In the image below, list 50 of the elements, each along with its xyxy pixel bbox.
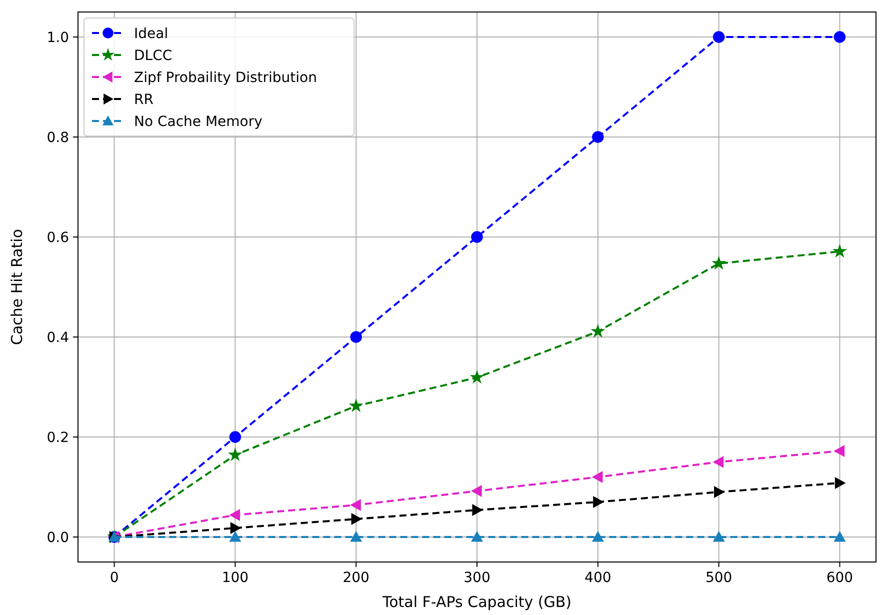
point bbox=[592, 471, 603, 483]
x-tick-label: 400 bbox=[584, 570, 612, 586]
point bbox=[350, 531, 362, 542]
point bbox=[712, 456, 724, 468]
x-tick-label: 300 bbox=[464, 570, 490, 586]
point bbox=[712, 531, 725, 542]
point bbox=[834, 531, 846, 542]
point bbox=[593, 496, 604, 508]
point bbox=[832, 244, 847, 258]
legend-label: Ideal bbox=[134, 26, 168, 42]
x-tick-label: 100 bbox=[222, 570, 249, 586]
x-tick-label: 200 bbox=[342, 570, 370, 586]
point bbox=[712, 256, 726, 270]
legend-label: RR bbox=[134, 92, 154, 108]
legend-label: DLCC bbox=[134, 48, 172, 64]
legend-label: Zipf Probaility Distribution bbox=[134, 70, 317, 86]
point bbox=[350, 499, 361, 511]
point bbox=[351, 513, 362, 525]
point bbox=[592, 131, 604, 143]
point bbox=[348, 398, 364, 412]
y-tick-label: 1.0 bbox=[46, 30, 69, 46]
point bbox=[230, 522, 242, 534]
point bbox=[592, 531, 604, 542]
x-axis-title: Total F-APs Capacity (GB) bbox=[381, 593, 572, 611]
y-tick-label: 0.2 bbox=[46, 430, 69, 446]
x-tick-label: 600 bbox=[826, 570, 854, 586]
legend-label: No Cache Memory bbox=[134, 114, 262, 130]
y-tick-label: 0.0 bbox=[46, 530, 69, 546]
point bbox=[229, 509, 240, 521]
point bbox=[350, 331, 362, 343]
x-tick-label: 0 bbox=[110, 570, 119, 586]
point bbox=[472, 504, 483, 516]
point bbox=[229, 431, 242, 443]
point bbox=[834, 31, 846, 43]
y-tick-label: 0.8 bbox=[46, 130, 69, 146]
point bbox=[590, 324, 606, 338]
point bbox=[712, 31, 725, 43]
point bbox=[470, 370, 484, 384]
y-tick-label: 0.6 bbox=[46, 230, 70, 246]
point bbox=[229, 531, 242, 542]
y-axis-title: Cache Hit Ratio bbox=[8, 228, 26, 346]
point bbox=[471, 485, 482, 497]
y-tick-label: 0.4 bbox=[46, 330, 70, 346]
point bbox=[228, 447, 242, 462]
point bbox=[471, 531, 483, 542]
point bbox=[714, 486, 725, 498]
point bbox=[834, 477, 846, 489]
point bbox=[471, 231, 483, 243]
x-tick-label: 500 bbox=[705, 570, 732, 586]
point bbox=[834, 445, 845, 457]
